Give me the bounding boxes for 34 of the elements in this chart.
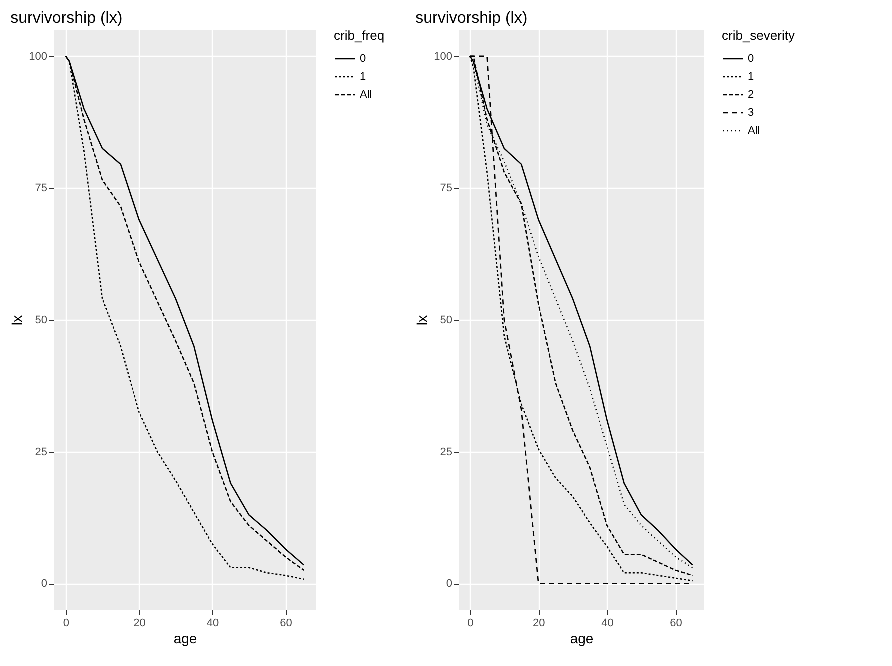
chart-title: survivorship (lx) [10, 10, 123, 27]
legend-title: crib_freq [334, 28, 385, 43]
legend-label: 3 [748, 107, 754, 119]
legend-title: crib_severity [722, 28, 796, 43]
y-tick-label: 0 [446, 578, 452, 590]
chart-title: survivorship (lx) [416, 10, 528, 27]
legend-label: 1 [748, 71, 754, 83]
legend-label: 0 [360, 53, 366, 65]
x-tick-label: 60 [670, 618, 682, 630]
x-tick-label: 40 [206, 618, 220, 630]
y-tick-label: 25 [440, 446, 452, 458]
legend-label: 0 [748, 53, 754, 65]
y-tick-label: 75 [35, 182, 48, 195]
y-tick-label: 100 [434, 50, 452, 63]
y-axis-title: lx [9, 315, 26, 326]
x-tick-label: 20 [533, 618, 546, 630]
x-tick-label: 0 [63, 618, 70, 630]
y-tick-label: 50 [440, 314, 452, 326]
legend-label: All [360, 89, 372, 101]
legend-label: 2 [748, 89, 754, 101]
y-tick-label: 25 [35, 446, 48, 458]
legend-label: 1 [360, 71, 366, 83]
x-axis-title: age [570, 630, 594, 646]
x-tick-label: 60 [280, 618, 292, 630]
y-tick-label: 75 [440, 182, 452, 195]
y-tick-label: 0 [41, 578, 48, 590]
y-tick-label: 100 [29, 50, 48, 63]
y-axis-title: lx [414, 315, 430, 326]
x-axis-title: age [174, 630, 198, 646]
y-tick-label: 50 [35, 314, 48, 326]
legend-label: All [748, 125, 760, 137]
x-tick-label: 20 [134, 618, 146, 630]
x-tick-label: 40 [602, 618, 614, 630]
x-tick-label: 0 [468, 618, 474, 630]
